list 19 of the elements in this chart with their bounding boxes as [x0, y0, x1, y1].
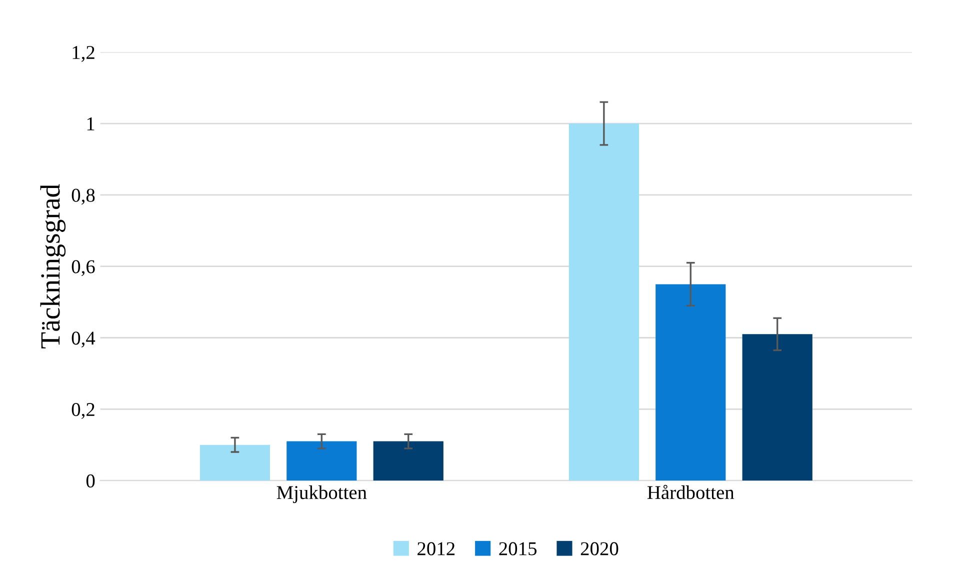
y-tick-label: 0,2 — [72, 402, 94, 419]
y-tick-label: 0,8 — [72, 188, 95, 205]
x-tick-label: Hårdbotten — [647, 484, 734, 500]
y-tick-label: 0,4 — [72, 332, 96, 348]
bar — [568, 124, 639, 481]
y-tick-label: 0 — [86, 474, 95, 488]
bar — [286, 441, 357, 481]
y-tick-label: 1 — [87, 117, 94, 130]
legend-label: 2015 — [499, 542, 536, 556]
bar — [373, 441, 444, 481]
bar — [742, 334, 812, 481]
y-axis-title: Täckningsgrad — [40, 184, 66, 348]
legend-label: 2020 — [580, 542, 618, 556]
bar — [656, 284, 726, 481]
y-tick-label: 0,6 — [72, 260, 95, 276]
x-tick-label: Mjukbotten — [276, 485, 367, 504]
legend-label: 2012 — [418, 542, 455, 556]
bar — [200, 444, 270, 481]
y-tick-label: 1,2 — [72, 46, 94, 62]
